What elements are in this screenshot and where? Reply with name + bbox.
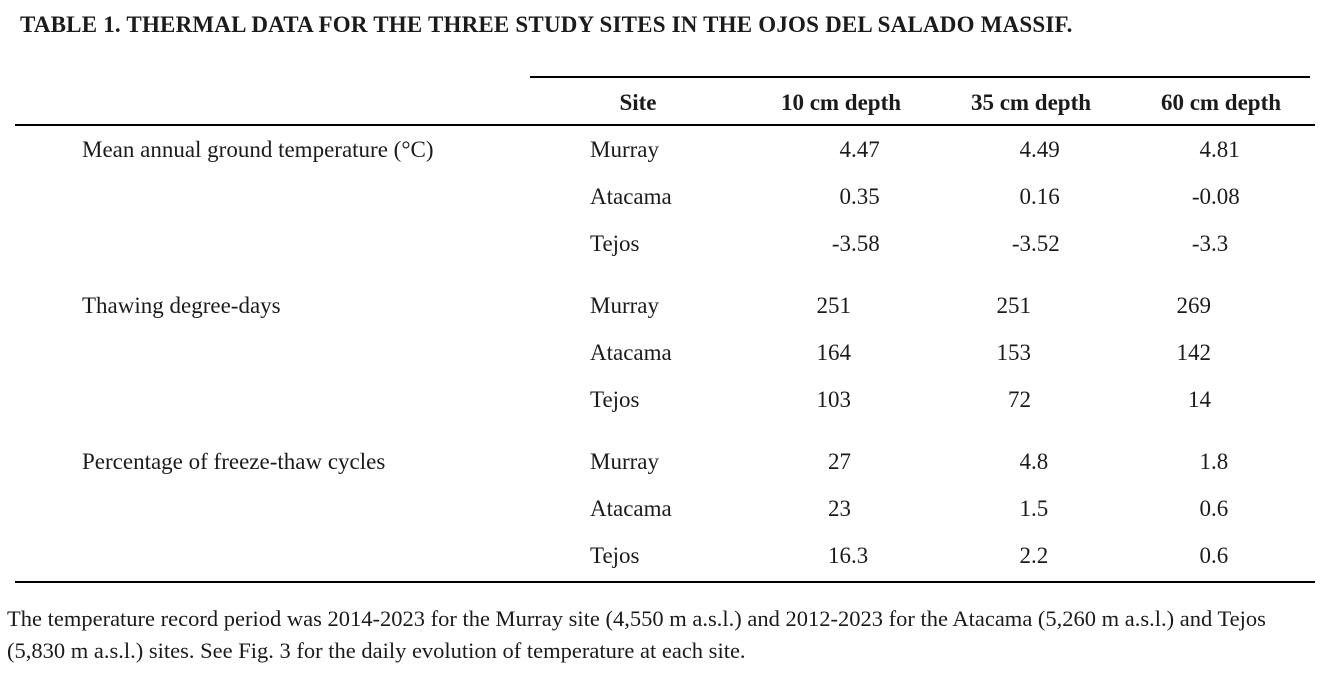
value-cell-35cm: 2.2 xyxy=(1019,542,1049,568)
table-row: Mean annual ground temperature (°C) Murr… xyxy=(0,126,1331,173)
column-header-site: Site xyxy=(619,90,657,115)
row-group-mean-annual-ground-temperature: Mean annual ground temperature (°C) Murr… xyxy=(0,126,1331,267)
top-rule xyxy=(530,76,1310,78)
table-row: Atacama 23 1.5 0.6 xyxy=(0,485,1331,532)
table-body: Mean annual ground temperature (°C) Murr… xyxy=(0,126,1331,579)
column-header-35cm: 35 cm depth xyxy=(970,90,1092,115)
value-cell-60cm: 4.81 xyxy=(1199,136,1240,162)
site-cell: Murray xyxy=(590,448,659,474)
value-cell-10cm: 27 xyxy=(828,448,851,474)
value-cell-60cm: 0.6 xyxy=(1199,542,1229,568)
value-cell-10cm: 164 xyxy=(816,339,852,365)
value-cell-10cm: 16.3 xyxy=(828,542,869,568)
site-cell: Atacama xyxy=(590,183,672,209)
value-cell-35cm: -3.52 xyxy=(1011,230,1060,256)
table-row: Tejos -3.58 -3.52 -3.3 xyxy=(0,220,1331,267)
table-title: TABLE 1. THERMAL DATA FOR THE THREE STUD… xyxy=(20,12,1073,37)
value-cell-35cm: 4.8 xyxy=(1019,448,1049,474)
row-group-label: Percentage of freeze-thaw cycles xyxy=(82,448,386,474)
value-cell-60cm: 14 xyxy=(1188,386,1211,412)
table-row: Tejos 16.3 2.2 0.6 xyxy=(0,532,1331,579)
value-cell-10cm: 103 xyxy=(816,386,852,412)
site-cell: Murray xyxy=(590,292,659,318)
site-cell: Tejos xyxy=(590,386,640,412)
value-cell-35cm: 153 xyxy=(996,339,1032,365)
table-row: Tejos 103 72 14 xyxy=(0,376,1331,423)
value-cell-10cm: -3.58 xyxy=(831,230,880,256)
site-cell: Tejos xyxy=(590,230,640,256)
value-cell-10cm: 251 xyxy=(816,292,852,318)
value-cell-60cm: 0.6 xyxy=(1199,495,1229,521)
value-cell-35cm: 4.49 xyxy=(1019,136,1060,162)
row-group-label: Mean annual ground temperature (°C) xyxy=(82,136,434,162)
table-footnote: The temperature record period was 2014-2… xyxy=(7,606,1266,663)
value-cell-60cm: -0.08 xyxy=(1191,183,1240,209)
value-cell-60cm: -3.3 xyxy=(1191,230,1229,256)
column-header-60cm: 60 cm depth xyxy=(1160,90,1282,115)
header-rule xyxy=(15,124,1315,126)
column-header-10cm: 10 cm depth xyxy=(780,90,902,115)
value-cell-35cm: 0.16 xyxy=(1019,183,1060,209)
value-cell-10cm: 23 xyxy=(828,495,851,521)
value-cell-60cm: 142 xyxy=(1176,339,1212,365)
row-group-thawing-degree-days: Thawing degree-days Murray 251 251 269 A… xyxy=(0,282,1331,423)
table-row: Thawing degree-days Murray 251 251 269 xyxy=(0,282,1331,329)
bottom-rule xyxy=(15,581,1315,583)
table-row: Atacama 164 153 142 xyxy=(0,329,1331,376)
site-cell: Tejos xyxy=(590,542,640,568)
value-cell-35cm: 251 xyxy=(996,292,1032,318)
value-cell-10cm: 0.35 xyxy=(839,183,880,209)
value-cell-10cm: 4.47 xyxy=(839,136,880,162)
value-cell-60cm: 1.8 xyxy=(1199,448,1229,474)
table-row: Atacama 0.35 0.16 -0.08 xyxy=(0,173,1331,220)
value-cell-35cm: 1.5 xyxy=(1019,495,1049,521)
site-cell: Atacama xyxy=(590,339,672,365)
row-group-percentage-freeze-thaw-cycles: Percentage of freeze-thaw cycles Murray … xyxy=(0,438,1331,579)
table-row: Percentage of freeze-thaw cycles Murray … xyxy=(0,438,1331,485)
site-cell: Atacama xyxy=(590,495,672,521)
site-cell: Murray xyxy=(590,136,659,162)
value-cell-35cm: 72 xyxy=(1008,386,1031,412)
value-cell-60cm: 269 xyxy=(1176,292,1212,318)
row-group-label: Thawing degree-days xyxy=(82,292,281,318)
